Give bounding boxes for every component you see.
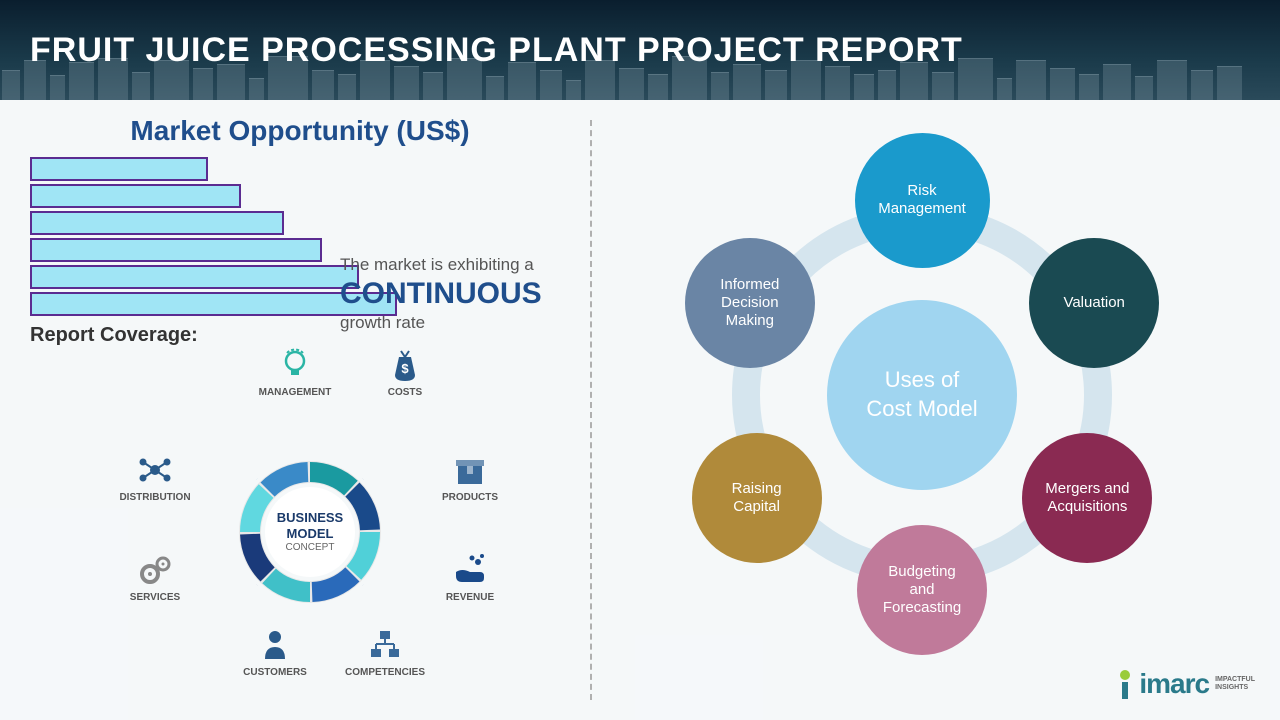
bm-item-services: SERVICES bbox=[110, 552, 200, 603]
cost-model-node: RaisingCapital bbox=[692, 433, 822, 563]
bm-center-text: BUSINESS MODEL CONCEPT bbox=[277, 510, 343, 553]
chart-bar bbox=[30, 184, 241, 208]
person-icon bbox=[257, 627, 293, 663]
bm-item-customers: CUSTOMERS bbox=[230, 627, 320, 678]
bm-item-revenue: REVENUE bbox=[425, 552, 515, 603]
business-model-diagram: BUSINESS MODEL CONCEPT MANAGEMENT $COSTS D… bbox=[30, 337, 570, 657]
page-title: FRUIT JUICE PROCESSING PLANT PROJECT REP… bbox=[30, 31, 963, 70]
right-panel: Uses ofCost Model RiskManagement Valuatio… bbox=[592, 100, 1280, 720]
left-panel: Market Opportunity (US$) The market is e… bbox=[0, 100, 590, 720]
growth-line1: The market is exhibiting a bbox=[340, 255, 534, 274]
cost-model-node: Mergers andAcquisitions bbox=[1022, 433, 1152, 563]
cost-model-center: Uses ofCost Model bbox=[827, 300, 1017, 490]
logo-icon bbox=[1117, 669, 1133, 699]
content-area: Market Opportunity (US$) The market is e… bbox=[0, 100, 1280, 720]
chart-bar bbox=[30, 265, 359, 289]
cost-model-node: InformedDecisionMaking bbox=[685, 238, 815, 368]
bm-item-competencies: COMPETENCIES bbox=[340, 627, 430, 678]
cost-model-diagram: Uses ofCost Model RiskManagement Valuatio… bbox=[652, 125, 1192, 665]
growth-text: The market is exhibiting a CONTINUOUS gr… bbox=[340, 255, 542, 333]
bm-item-costs: $COSTS bbox=[360, 347, 450, 398]
chart-bar bbox=[30, 211, 284, 235]
brand-logo: imarc IMPACTFUL INSIGHTS bbox=[1117, 668, 1255, 700]
bm-item-management: MANAGEMENT bbox=[250, 347, 340, 398]
business-model-center: BUSINESS MODEL CONCEPT bbox=[230, 452, 390, 612]
network-icon bbox=[137, 452, 173, 488]
chart-bar bbox=[30, 157, 208, 181]
chart-bar bbox=[30, 238, 322, 262]
logo-tagline: IMPACTFUL INSIGHTS bbox=[1215, 676, 1255, 691]
lightbulb-icon bbox=[277, 347, 313, 383]
moneybag-icon: $ bbox=[387, 347, 423, 383]
gears-icon bbox=[137, 552, 173, 588]
market-opportunity-title: Market Opportunity (US$) bbox=[30, 115, 570, 147]
header-banner: FRUIT JUICE PROCESSING PLANT PROJECT REP… bbox=[0, 0, 1280, 100]
logo-text: imarc bbox=[1139, 668, 1209, 700]
cost-model-node: RiskManagement bbox=[855, 133, 990, 268]
bm-item-distribution: DISTRIBUTION bbox=[110, 452, 200, 503]
box-icon bbox=[452, 452, 488, 488]
cost-model-node: BudgetingandForecasting bbox=[857, 525, 987, 655]
hand-icon bbox=[452, 552, 488, 588]
svg-text:$: $ bbox=[401, 361, 409, 376]
growth-line2: growth rate bbox=[340, 313, 425, 332]
growth-highlight: CONTINUOUS bbox=[340, 277, 542, 311]
bm-item-products: PRODUCTS bbox=[425, 452, 515, 503]
cost-model-node: Valuation bbox=[1029, 238, 1159, 368]
org-icon bbox=[367, 627, 403, 663]
